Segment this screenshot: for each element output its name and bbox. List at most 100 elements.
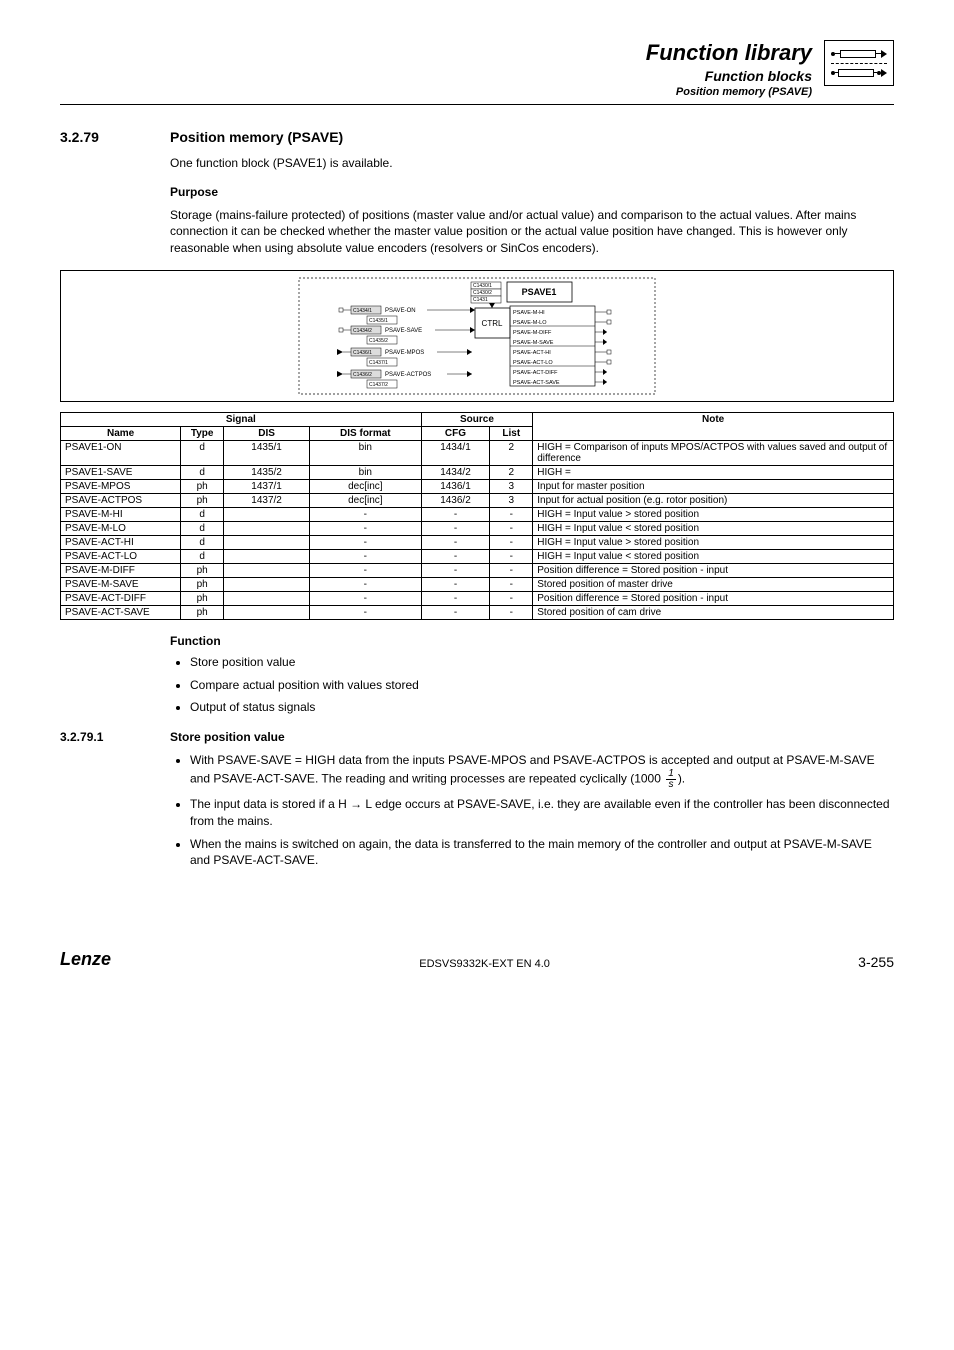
table-cell: 3 [490,493,533,507]
table-cell: PSAVE-ACTPOS [61,493,181,507]
table-cell: 3 [490,479,533,493]
table-row: PSAVE-M-SAVEph---Stored position of mast… [61,577,894,591]
table-cell: PSAVE1-ON [61,440,181,465]
store-bullet: When the mains is switched on again, the… [190,836,894,870]
table-cell [224,507,310,521]
table-cell: - [490,605,533,619]
table-group-header: Note [533,412,894,440]
table-cell: ph [181,493,224,507]
table-cell: 2 [490,440,533,465]
table-cell: bin [310,465,422,479]
table-cell: 1437/2 [224,493,310,507]
table-cell: - [421,535,490,549]
table-group-header: Source [421,412,533,426]
table-row: PSAVE-M-LOd---HIGH = Input value < store… [61,521,894,535]
table-cell: - [310,535,422,549]
intro-text: One function block (PSAVE1) is available… [170,155,894,171]
table-cell: Position difference = Stored position - … [533,563,894,577]
table-row: PSAVE-ACT-SAVEph---Stored position of ca… [61,605,894,619]
table-cell: - [421,577,490,591]
table-col-header: List [490,426,533,440]
table-row: PSAVE-ACT-DIFFph---Position difference =… [61,591,894,605]
table-cell: 1436/1 [421,479,490,493]
table-row: PSAVE-MPOSph1437/1dec[inc]1436/13Input f… [61,479,894,493]
function-bullets: Store position value Compare actual posi… [170,654,894,716]
table-cell [224,563,310,577]
fraction: 1s [666,769,676,790]
diagram-input-label: PSAVE-ACTPOS [385,372,431,378]
table-cell: HIGH = Input value < stored position [533,549,894,563]
diagram-output: PSAVE-M-HI [513,310,545,316]
table-row: PSAVE1-SAVEd1435/2bin1434/22HIGH = [61,465,894,479]
table-cell: HIGH = Input value < stored position [533,521,894,535]
diagram-output: PSAVE-M-SAVE [513,340,554,346]
diagram-input-label: PSAVE-SAVE [385,328,422,334]
store-bullet: The input data is stored if a H → L edge… [190,796,894,830]
section-number: 3.2.79 [60,129,170,145]
section-heading: 3.2.79 Position memory (PSAVE) [60,129,894,145]
table-cell: PSAVE-ACT-LO [61,549,181,563]
diagram-block-label: PSAVE1 [522,287,557,297]
table-cell: Stored position of master drive [533,577,894,591]
table-group-header: Signal [61,412,422,426]
table-cell: PSAVE-M-DIFF [61,563,181,577]
table-cell: Input for actual position (e.g. rotor po… [533,493,894,507]
store-bullets: With PSAVE-SAVE = HIGH data from the inp… [170,752,894,869]
table-cell: - [310,549,422,563]
purpose-heading: Purpose [170,185,894,199]
diagram-input-code: C1436/2 [353,372,372,378]
table-cell: - [490,507,533,521]
table-cell: - [421,507,490,521]
subsection-number: 3.2.79.1 [60,730,170,744]
subsection-heading: 3.2.79.1 Store position value [60,730,894,744]
table-cell [224,549,310,563]
table-cell: HIGH = Comparison of inputs MPOS/ACTPOS … [533,440,894,465]
table-row: PSAVE-M-DIFFph---Position difference = S… [61,563,894,577]
table-cell [224,591,310,605]
table-cell: d [181,507,224,521]
table-cell: 1436/2 [421,493,490,507]
diagram-output: PSAVE-ACT-DIFF [513,370,558,376]
function-bullet: Compare actual position with values stor… [190,677,894,694]
table-col-header: DIS [224,426,310,440]
table-cell: PSAVE-ACT-SAVE [61,605,181,619]
function-bullet: Store position value [190,654,894,671]
table-cell: Position difference = Stored position - … [533,591,894,605]
diagram-output: PSAVE-ACT-SAVE [513,380,560,386]
header-sub: Function blocks [646,68,812,84]
table-cell: - [490,549,533,563]
table-cell [224,535,310,549]
footer-brand: Lenze [60,949,111,970]
table-cell: 2 [490,465,533,479]
table-cell: dec[inc] [310,493,422,507]
table-cell: PSAVE-ACT-HI [61,535,181,549]
diagram-output: PSAVE-ACT-LO [513,360,553,366]
diagram-code: C1430/2 [473,290,492,296]
table-cell [224,577,310,591]
table-cell: - [490,521,533,535]
table-cell: dec[inc] [310,479,422,493]
table-cell: 1435/1 [224,440,310,465]
table-cell: PSAVE1-SAVE [61,465,181,479]
table-cell: d [181,440,224,465]
page-header: Function library Function blocks Positio… [60,40,894,105]
purpose-text: Storage (mains-failure protected) of pos… [170,207,894,256]
table-cell: - [421,605,490,619]
table-cell: - [421,521,490,535]
diagram-input-code: C1437/2 [369,382,388,388]
diagram-output: PSAVE-ACT-HI [513,350,551,356]
table-cell: - [310,605,422,619]
table-cell: PSAVE-M-HI [61,507,181,521]
table-cell: d [181,535,224,549]
block-diagram: C1430/1 C1430/2 C1431 PSAVE1 CTRL PSAVE-… [60,270,894,402]
table-cell: - [310,507,422,521]
table-cell: ph [181,479,224,493]
diagram-input-code: C1434/1 [353,308,372,314]
table-cell: 1437/1 [224,479,310,493]
table-cell: - [490,563,533,577]
page-footer: Lenze EDSVS9332K-EXT EN 4.0 3-255 [60,949,894,970]
header-subsub: Position memory (PSAVE) [646,86,812,98]
diagram-input-code: C1434/2 [353,328,372,334]
table-cell [224,521,310,535]
table-cell: - [490,535,533,549]
